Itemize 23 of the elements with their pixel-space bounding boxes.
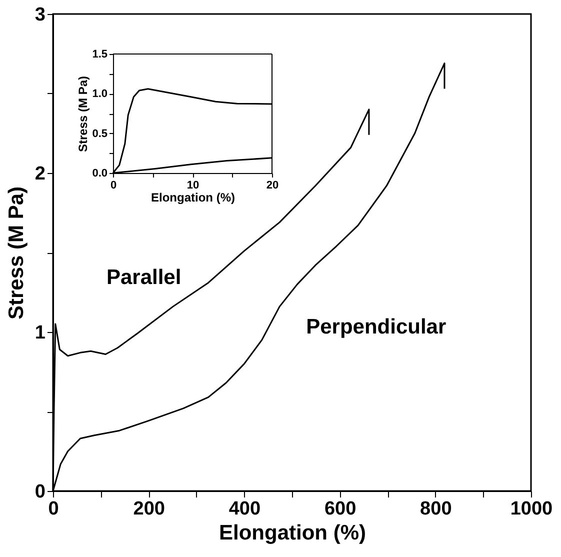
x-tick-label: 800 xyxy=(420,498,452,520)
y-tick-label: 0 xyxy=(34,482,46,502)
series-label: Perpendicular xyxy=(306,315,446,338)
y-tick-label: 2 xyxy=(34,164,46,184)
x-tick-label: 20 xyxy=(266,180,279,192)
y-axis-title: Stress (M Pa) xyxy=(76,76,90,152)
y-tick-label: 1 xyxy=(34,322,46,344)
x-tick-label: 0 xyxy=(110,180,117,192)
series-label: Parallel xyxy=(106,266,182,289)
y-tick-label: 1.0 xyxy=(92,88,108,100)
x-axis-title: Elongation (%) xyxy=(219,522,366,544)
x-tick-label: 400 xyxy=(228,498,261,520)
y-axis-title: Stress (M Pa) xyxy=(4,186,28,320)
x-tick-label: 1000 xyxy=(510,498,553,520)
x-tick-label: 10 xyxy=(186,180,200,192)
y-tick-label: 1.5 xyxy=(92,48,108,60)
x-axis-title: Elongation (%) xyxy=(151,190,235,204)
x-tick-label: 0 xyxy=(48,498,59,520)
y-tick-label: 0.0 xyxy=(92,168,108,180)
x-tick-label: 600 xyxy=(324,498,356,520)
y-tick-label: 3 xyxy=(34,4,46,26)
x-tick-label: 200 xyxy=(133,498,165,520)
y-tick-label: 0.5 xyxy=(92,128,108,140)
